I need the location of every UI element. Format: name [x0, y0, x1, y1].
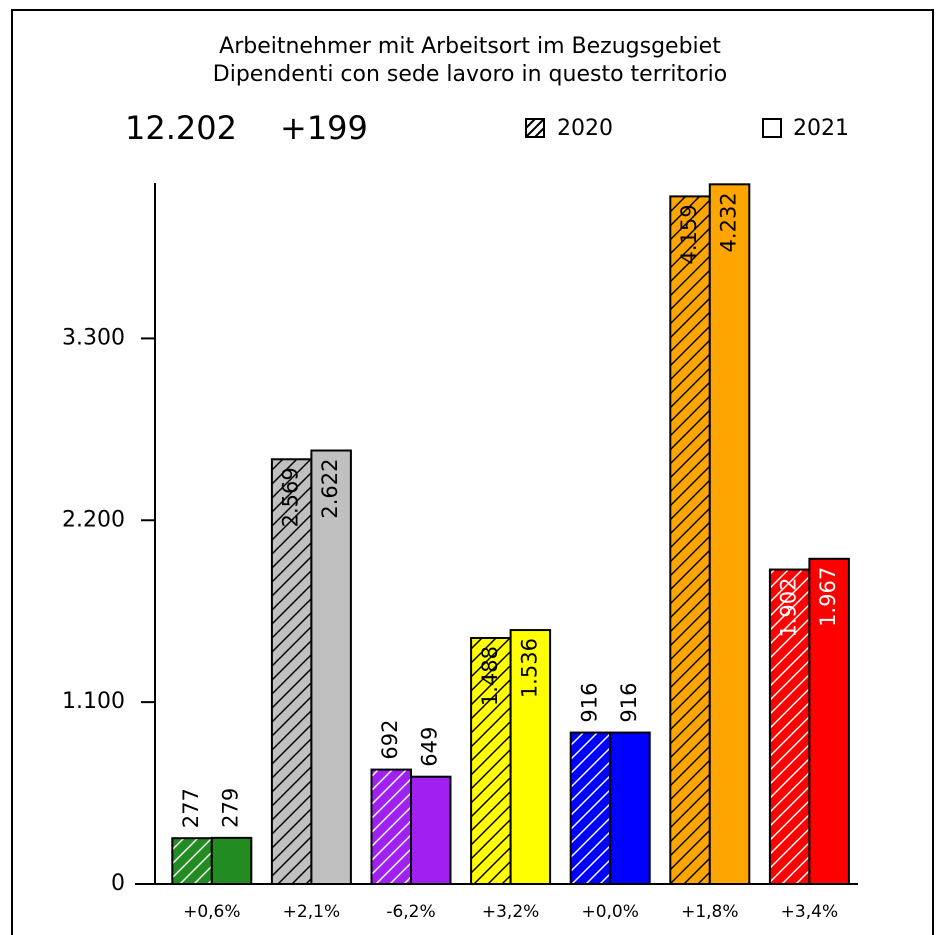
bar [708, 183, 751, 886]
bar [509, 629, 552, 886]
total: 12.202 [125, 109, 237, 147]
bar [569, 731, 612, 886]
x-tick-label: -6,2% [386, 902, 435, 922]
y-tick-label: 3.300 [62, 325, 125, 350]
bar [310, 449, 352, 885]
chart-title: Arbeitnehmer mit Arbeitsort im Bezugsgeb… [219, 34, 721, 59]
bar [410, 775, 452, 885]
value-label: 2.569 [279, 467, 303, 527]
value-label: 4.159 [677, 204, 701, 264]
bar [470, 636, 512, 886]
value-label: 1.536 [517, 638, 541, 698]
y-tick-label: 1.100 [62, 689, 125, 714]
legend-label: 2020 [557, 116, 613, 141]
value-label: 916 [617, 682, 641, 722]
x-tick-label: +1,8% [681, 902, 738, 922]
bar [370, 768, 412, 885]
x-tick-label: +3,2% [482, 902, 539, 922]
legend-marker-solid [762, 118, 782, 138]
value-label: 1.488 [478, 646, 502, 706]
bar [768, 568, 811, 885]
value-label: 1.902 [777, 578, 801, 638]
value-label: 649 [418, 727, 442, 767]
change: +199 [280, 109, 368, 147]
value-label: 2.622 [318, 459, 342, 519]
value-label: 4.232 [717, 192, 741, 252]
frame [11, 9, 934, 935]
x-tick-label: +3,4% [781, 902, 838, 922]
bar [609, 731, 651, 886]
y-tick-label: 0 [111, 871, 125, 896]
value-label: 1.967 [816, 567, 840, 627]
legend-label: 2021 [793, 116, 849, 141]
y-tick-label: 2.200 [62, 507, 125, 532]
x-tick-label: +0,0% [581, 902, 638, 922]
value-label: 279 [219, 788, 243, 828]
value-label: 692 [378, 719, 402, 759]
bar [210, 836, 253, 885]
x-tick-label: +0,6% [183, 902, 240, 922]
value-label: 916 [577, 682, 601, 722]
value-label: 277 [179, 788, 203, 828]
x-tick-label: +2,1% [283, 902, 340, 922]
bar [171, 837, 213, 886]
legend-marker-hatched [525, 118, 545, 138]
chart-subtitle: Dipendenti con sede lavoro in questo ter… [213, 62, 727, 87]
bar [669, 195, 711, 886]
bar [808, 557, 850, 885]
